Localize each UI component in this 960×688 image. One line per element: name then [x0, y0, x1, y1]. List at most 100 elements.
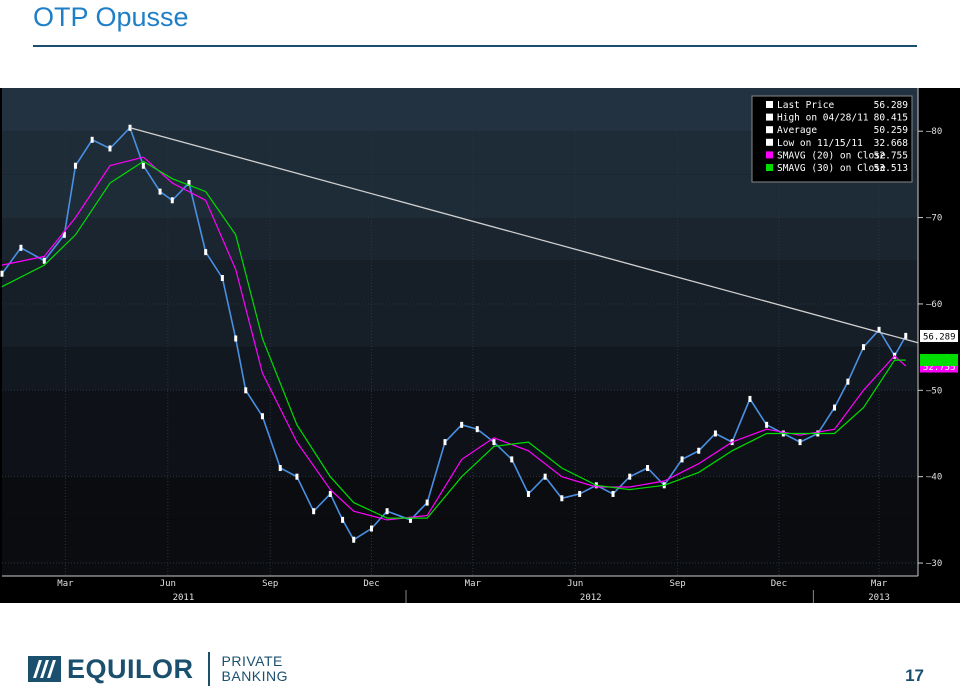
x-tick-label: Sep	[262, 579, 278, 589]
x-year-label: 2012	[580, 593, 602, 603]
chart-band	[2, 260, 918, 304]
price-point	[578, 490, 582, 497]
price-point	[646, 465, 650, 472]
equilor-logo-mark-icon	[28, 656, 61, 682]
price-chart: –30 –40 –50 –60 –70 –80 Mar Jun Sep Dec Mar Jun Sep D…	[0, 88, 960, 603]
legend-label: Last Price	[777, 100, 834, 111]
chart-band	[2, 519, 918, 576]
chart-band	[2, 433, 918, 477]
legend-value: 32.668	[874, 138, 909, 149]
price-tag-bg	[920, 353, 958, 366]
x-tick-label: Jun	[567, 579, 583, 589]
y-tick-label: –60	[926, 300, 942, 310]
x-tick-label: Mar	[871, 579, 888, 589]
price-point	[748, 395, 752, 402]
x-tick-label: Sep	[669, 579, 685, 589]
price-point	[510, 456, 514, 463]
price-point	[560, 495, 564, 502]
price-point	[680, 456, 684, 463]
chart-band	[2, 303, 918, 348]
legend-label: Low on 11/15/11	[777, 138, 863, 149]
page-number: 17	[905, 666, 924, 685]
price-point	[220, 275, 224, 282]
price-point	[0, 270, 4, 277]
price-point	[425, 499, 429, 506]
price-point	[73, 162, 77, 169]
price-tag-label: 53.513	[923, 356, 956, 366]
legend-label: Average	[777, 125, 817, 136]
price-point	[141, 162, 145, 169]
price-point	[42, 257, 46, 264]
legend-value: 56.289	[874, 100, 909, 111]
slide-title: OTP Opusse	[33, 2, 189, 32]
x-tick-label: Mar	[57, 579, 74, 589]
x-tick-label: Mar	[465, 579, 482, 589]
price-point	[713, 430, 717, 437]
price-point	[295, 473, 299, 480]
price-point	[798, 439, 802, 446]
price-point	[260, 413, 264, 420]
price-point	[19, 244, 23, 251]
price-point	[204, 249, 208, 256]
price-point	[628, 473, 632, 480]
price-point	[108, 145, 112, 152]
series-smavg-30-on-close	[1, 160, 906, 519]
legend-value: 80.415	[874, 113, 908, 124]
legend-box	[751, 95, 913, 183]
price-point	[765, 421, 769, 428]
legend-value: 52.755	[874, 150, 908, 161]
x-tick-label: Dec	[363, 579, 379, 589]
y-tick-label: –50	[926, 386, 942, 396]
brand-subtitle: PRIVATE BANKING	[222, 654, 289, 684]
price-point	[187, 180, 191, 187]
price-tag-label: 52.755	[923, 363, 956, 373]
legend-swatch	[766, 101, 773, 108]
brand-subtitle-line1: PRIVATE	[221, 653, 283, 669]
price-chart-svg: –30 –40 –50 –60 –70 –80 Mar Jun Sep Dec Mar Jun Sep D…	[0, 88, 960, 603]
price-tag-bg	[920, 329, 958, 342]
legend-swatch	[766, 164, 773, 171]
price-point	[328, 490, 332, 497]
price-point	[877, 326, 881, 333]
x-year-label: 2011	[173, 593, 195, 603]
legend-swatch	[766, 138, 773, 146]
price-point	[234, 335, 238, 342]
title-rule	[33, 45, 917, 47]
chart-band	[2, 347, 918, 391]
price-point	[460, 421, 464, 428]
price-point	[244, 387, 248, 394]
brand-separator	[207, 652, 210, 686]
price-point	[904, 332, 908, 339]
brand-subtitle-line2: BANKING	[221, 668, 289, 684]
legend-swatch	[766, 113, 773, 121]
price-point	[492, 439, 496, 446]
x-year-label: 2013	[868, 593, 890, 603]
price-point	[62, 231, 66, 238]
price-point	[611, 490, 615, 497]
price-point	[697, 447, 701, 454]
price-tag-label: 56.289	[923, 332, 956, 342]
legend-value: 53.513	[874, 163, 908, 174]
y-tick-label: –70	[926, 214, 942, 224]
y-tick-label: –40	[926, 473, 942, 483]
price-point	[278, 465, 282, 472]
price-point	[352, 536, 356, 543]
price-point	[312, 508, 316, 515]
price-point	[170, 197, 174, 204]
price-point	[341, 516, 345, 523]
legend-value: 50.259	[874, 125, 909, 136]
legend-label: SMAVG (20) on Close	[777, 150, 886, 161]
price-point	[543, 473, 547, 480]
series-smavg-20-on-close	[1, 156, 907, 521]
price-point	[833, 404, 837, 411]
legend-label: SMAVG (30) on Close	[777, 163, 886, 174]
chart-band	[2, 476, 918, 520]
price-point	[526, 490, 530, 497]
x-tick-label: Dec	[771, 579, 787, 589]
price-point	[385, 508, 389, 515]
series-trend-line	[129, 127, 919, 344]
price-point	[861, 344, 865, 351]
y-tick-label: –80	[926, 127, 942, 137]
chart-band	[2, 217, 918, 261]
series-last-price	[1, 126, 907, 541]
